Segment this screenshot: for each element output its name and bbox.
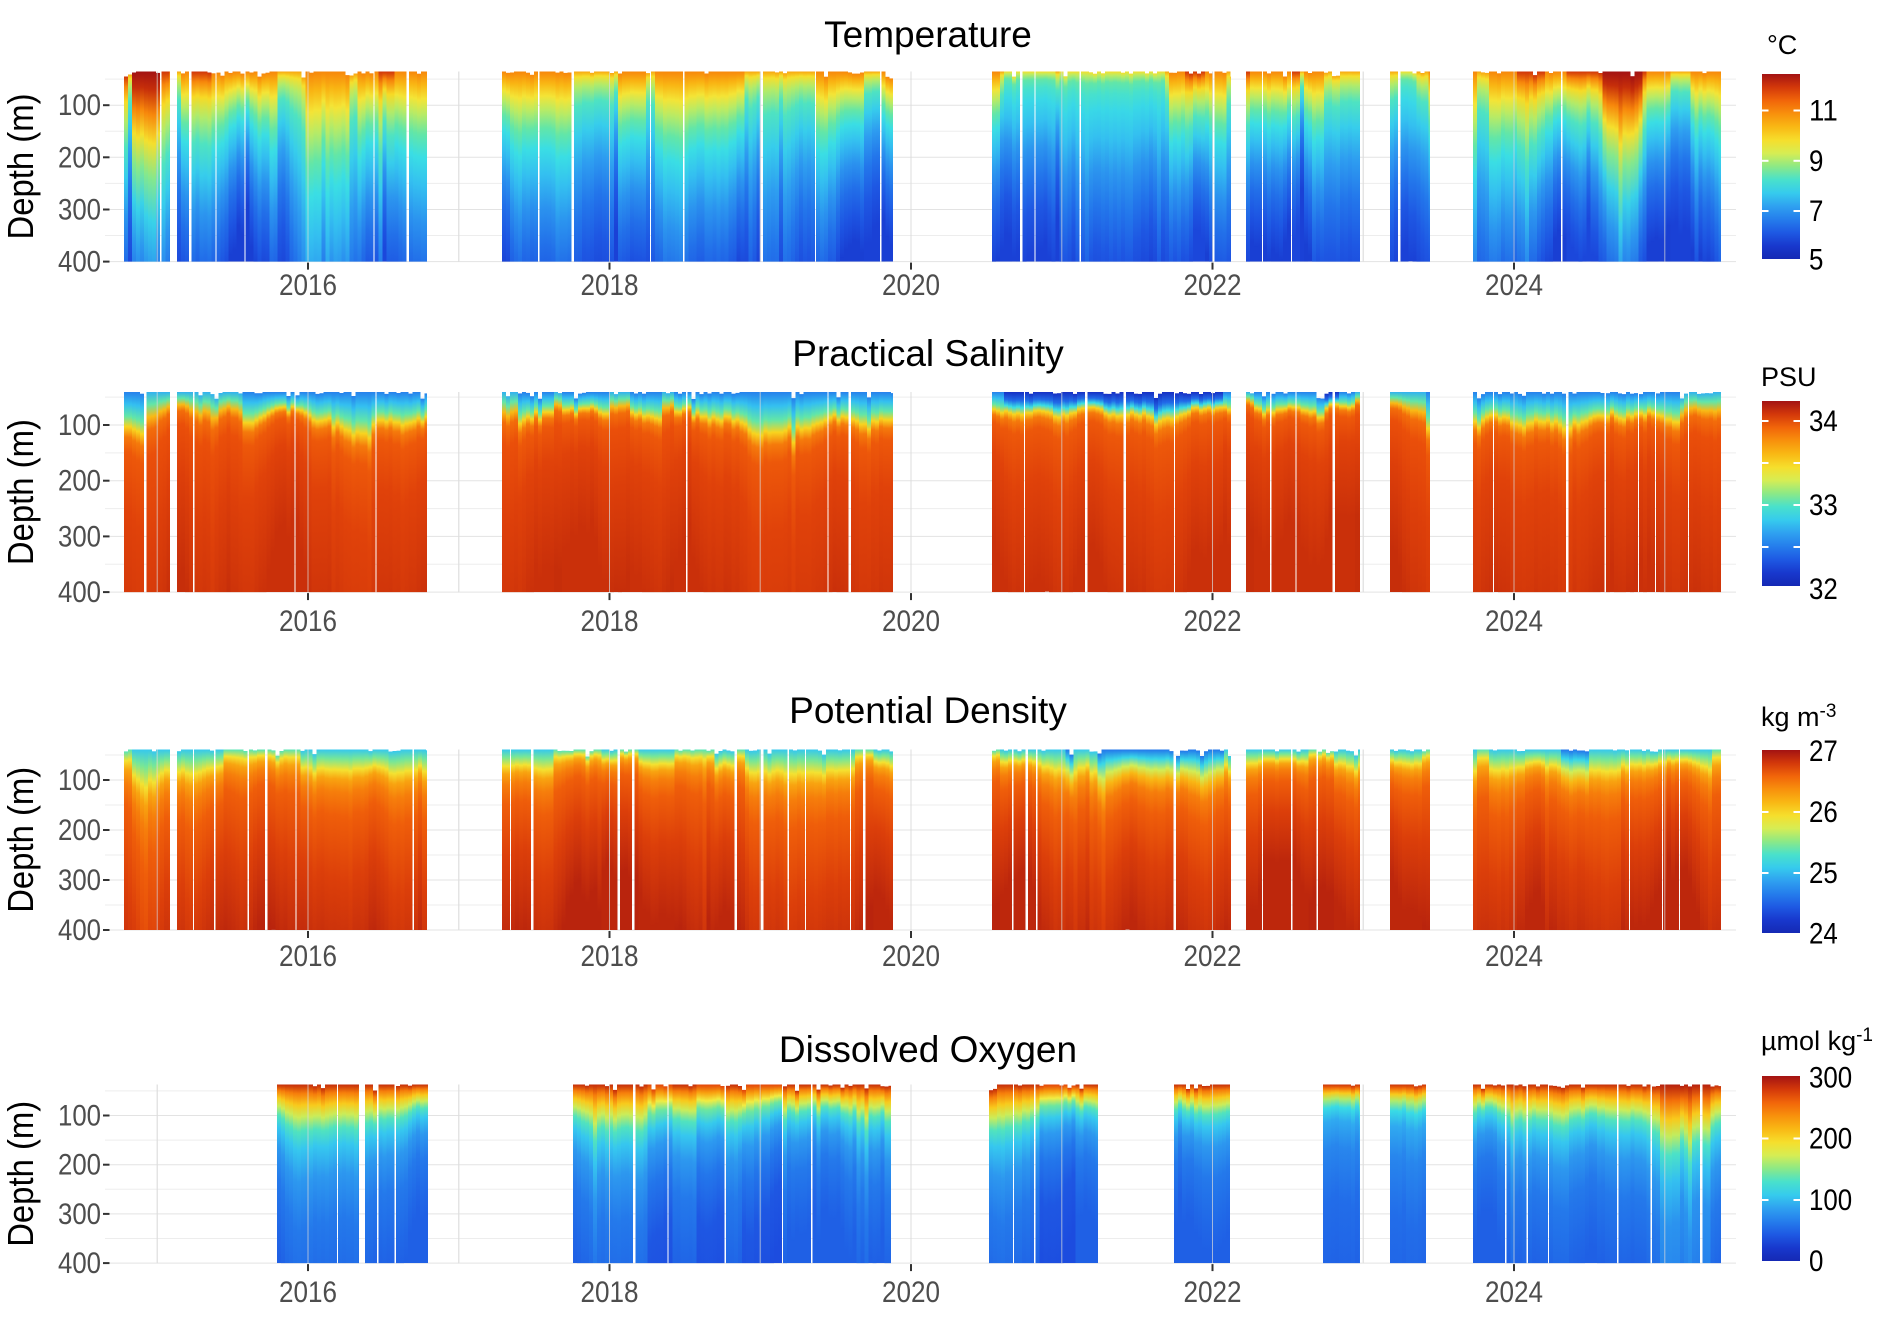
svg-text:200: 200 — [1809, 1123, 1852, 1156]
svg-text:PSU: PSU — [1761, 362, 1817, 392]
svg-text:26: 26 — [1809, 796, 1838, 829]
svg-text:2024: 2024 — [1485, 269, 1543, 302]
svg-text:100: 100 — [58, 1100, 101, 1133]
svg-text:400: 400 — [58, 246, 101, 279]
svg-text:100: 100 — [58, 89, 101, 122]
svg-text:32: 32 — [1809, 573, 1838, 606]
svg-text:300: 300 — [58, 864, 101, 897]
svg-text:2018: 2018 — [581, 269, 639, 302]
svg-text:25: 25 — [1809, 857, 1838, 890]
svg-text:2018: 2018 — [581, 940, 639, 973]
svg-text:400: 400 — [58, 576, 101, 609]
svg-text:34: 34 — [1809, 405, 1838, 438]
svg-text:200: 200 — [58, 814, 101, 847]
svg-text:24: 24 — [1809, 918, 1838, 951]
svg-text:Depth (m): Depth (m) — [0, 1101, 41, 1247]
svg-text:2022: 2022 — [1184, 605, 1242, 638]
svg-text:300: 300 — [58, 1198, 101, 1231]
svg-text:Depth (m): Depth (m) — [0, 94, 41, 240]
svg-text:2018: 2018 — [581, 1276, 639, 1309]
svg-text:Temperature: Temperature — [824, 14, 1032, 55]
svg-text:100: 100 — [1809, 1184, 1852, 1217]
svg-text:2024: 2024 — [1485, 940, 1543, 973]
svg-text:2020: 2020 — [882, 269, 940, 302]
svg-text:200: 200 — [58, 141, 101, 174]
svg-text:2016: 2016 — [279, 269, 337, 302]
svg-text:2020: 2020 — [882, 940, 940, 973]
svg-text:2022: 2022 — [1184, 269, 1242, 302]
svg-text:2024: 2024 — [1485, 1276, 1543, 1309]
svg-text:2020: 2020 — [882, 1276, 940, 1309]
svg-text:100: 100 — [58, 409, 101, 442]
svg-text:33: 33 — [1809, 489, 1838, 522]
svg-text:Potential Density: Potential Density — [789, 690, 1067, 731]
svg-text:9: 9 — [1809, 145, 1823, 178]
svg-text:300: 300 — [1809, 1062, 1852, 1095]
svg-text:300: 300 — [58, 520, 101, 553]
svg-text:2016: 2016 — [279, 1276, 337, 1309]
svg-text:Depth (m): Depth (m) — [0, 767, 41, 913]
svg-text:5: 5 — [1809, 244, 1823, 277]
svg-text:2016: 2016 — [279, 605, 337, 638]
svg-text:2016: 2016 — [279, 940, 337, 973]
svg-text:Practical Salinity: Practical Salinity — [792, 333, 1064, 374]
svg-text:Dissolved Oxygen: Dissolved Oxygen — [779, 1029, 1077, 1070]
svg-text:2022: 2022 — [1184, 1276, 1242, 1309]
svg-text:27: 27 — [1809, 735, 1838, 768]
svg-text:7: 7 — [1809, 195, 1823, 228]
svg-text:°C: °C — [1767, 30, 1797, 60]
svg-text:0: 0 — [1809, 1245, 1823, 1278]
svg-text:2022: 2022 — [1184, 940, 1242, 973]
svg-text:300: 300 — [58, 194, 101, 227]
svg-text:Depth (m): Depth (m) — [0, 419, 41, 565]
svg-text:100: 100 — [58, 764, 101, 797]
svg-text:400: 400 — [58, 1247, 101, 1280]
svg-text:µmol kg-1: µmol kg-1 — [1761, 1025, 1873, 1056]
svg-text:200: 200 — [58, 1149, 101, 1182]
svg-text:200: 200 — [58, 465, 101, 498]
svg-text:2018: 2018 — [581, 605, 639, 638]
svg-text:11: 11 — [1809, 95, 1838, 128]
svg-text:2020: 2020 — [882, 605, 940, 638]
svg-text:400: 400 — [58, 914, 101, 947]
svg-text:2024: 2024 — [1485, 605, 1543, 638]
